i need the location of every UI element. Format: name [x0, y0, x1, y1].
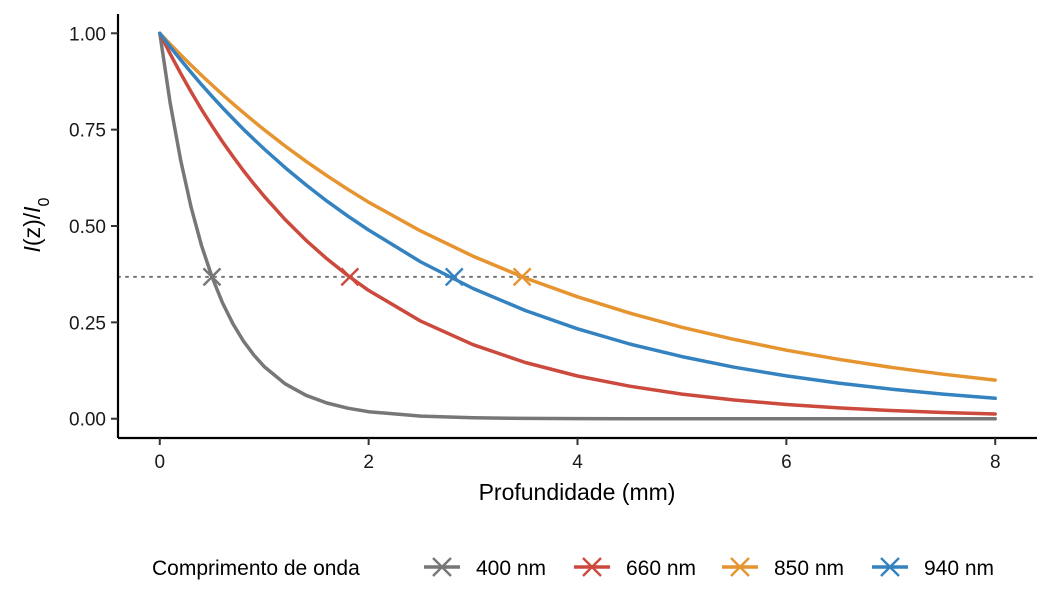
marker-850-nm [512, 267, 532, 287]
x-axis-ticks: 0 2 4 6 8 [154, 438, 1001, 473]
legend-item-400-nm: 400 nm [424, 557, 546, 580]
y-tick-label: 1.00 [69, 24, 106, 45]
series-layer [158, 31, 997, 421]
x-axis-title: Profundidade (mm) [479, 479, 676, 505]
y-axis-title-italic-1: I [19, 245, 45, 252]
legend-label-850-nm: 850 nm [774, 557, 844, 580]
y-axis-title-subscript: 0 [36, 197, 53, 206]
series-line-940-nm [158, 31, 997, 401]
marker-660-nm [340, 267, 360, 287]
marker-940-nm [444, 267, 464, 287]
legend-items: 400 nm 660 nm 850 nm 940 nm [424, 557, 994, 580]
y-axis-ticks: 0.00 0.25 0.50 0.75 1.00 [69, 24, 118, 431]
y-tick-label: 0.75 [69, 121, 106, 142]
legend-label-940-nm: 940 nm [924, 557, 994, 580]
y-tick-label: 0.25 [69, 313, 106, 334]
marker-400-nm [202, 267, 222, 287]
legend-item-660-nm: 660 nm [574, 557, 696, 580]
series-line-400-nm [158, 31, 997, 421]
series-line-850-nm [158, 31, 997, 382]
y-axis-title-italic-2: I [19, 206, 45, 213]
y-axis-title: I(z)/I0 [19, 197, 53, 252]
legend: Comprimento de onda 400 nm 660 nm 850 nm 94… [152, 557, 994, 580]
series-line-660-nm [158, 31, 997, 416]
y-axis-title-mid: (z)/ [19, 212, 45, 246]
marker-layer [202, 267, 532, 287]
x-tick-label: 0 [154, 452, 165, 473]
x-tick-label: 4 [572, 452, 583, 473]
legend-item-850-nm: 850 nm [722, 557, 844, 580]
legend-title: Comprimento de onda [152, 557, 360, 580]
legend-item-940-nm: 940 nm [872, 557, 994, 580]
x-tick-label: 8 [990, 452, 1001, 473]
y-tick-label: 0.50 [69, 217, 106, 238]
y-tick-label: 0.00 [69, 410, 106, 431]
legend-label-400-nm: 400 nm [476, 557, 546, 580]
legend-label-660-nm: 660 nm [626, 557, 696, 580]
x-tick-label: 6 [781, 452, 792, 473]
plot-area: 0 2 4 6 8 0.00 0.25 0.50 0.75 1.00 [69, 14, 1038, 473]
x-tick-label: 2 [363, 452, 374, 473]
